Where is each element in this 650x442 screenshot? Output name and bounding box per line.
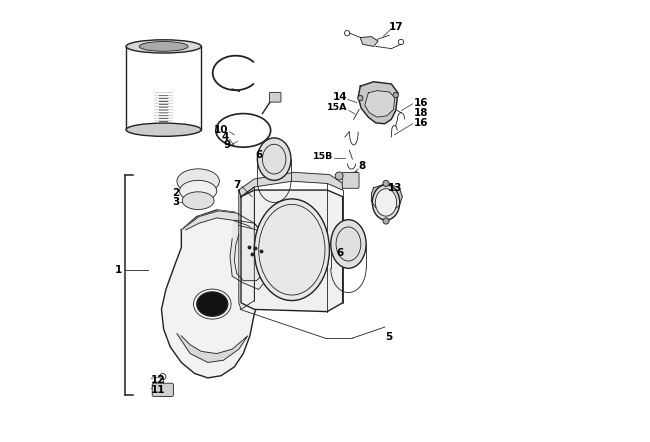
Text: 1: 1	[115, 265, 122, 274]
Text: 5: 5	[385, 332, 393, 342]
Text: 3: 3	[172, 198, 179, 207]
Circle shape	[383, 180, 389, 187]
Polygon shape	[239, 187, 254, 309]
Text: 8: 8	[358, 161, 365, 171]
Text: 16: 16	[413, 118, 428, 128]
FancyBboxPatch shape	[270, 92, 281, 102]
Ellipse shape	[182, 192, 214, 210]
Text: 6: 6	[336, 248, 344, 258]
Circle shape	[393, 92, 398, 98]
Circle shape	[358, 95, 363, 101]
Polygon shape	[177, 334, 248, 362]
Polygon shape	[360, 37, 378, 46]
Text: 7: 7	[233, 180, 241, 190]
Text: 4: 4	[221, 132, 229, 142]
Text: 10: 10	[214, 126, 229, 135]
Text: 12: 12	[151, 375, 166, 385]
Ellipse shape	[331, 220, 366, 268]
Circle shape	[383, 218, 389, 224]
Polygon shape	[241, 190, 343, 312]
Polygon shape	[181, 211, 268, 239]
Ellipse shape	[254, 199, 330, 301]
Ellipse shape	[139, 42, 188, 51]
Ellipse shape	[372, 185, 400, 220]
FancyBboxPatch shape	[343, 172, 359, 188]
Text: 16: 16	[413, 98, 428, 107]
Text: 17: 17	[389, 22, 403, 31]
Text: 13: 13	[388, 183, 403, 193]
FancyBboxPatch shape	[152, 383, 174, 396]
Polygon shape	[365, 91, 395, 117]
Text: 14: 14	[333, 92, 347, 102]
Ellipse shape	[126, 123, 202, 136]
Text: 11: 11	[151, 385, 166, 395]
Polygon shape	[239, 172, 343, 197]
Text: 2: 2	[172, 188, 179, 198]
Ellipse shape	[257, 138, 291, 180]
Ellipse shape	[197, 292, 227, 316]
Text: 15B: 15B	[313, 152, 333, 161]
Text: 18: 18	[413, 108, 428, 118]
Polygon shape	[230, 220, 272, 290]
Text: 9: 9	[224, 140, 230, 150]
Text: 6: 6	[255, 150, 262, 160]
Polygon shape	[235, 225, 270, 281]
Ellipse shape	[177, 169, 219, 194]
Ellipse shape	[126, 40, 202, 53]
Ellipse shape	[376, 189, 396, 216]
Circle shape	[335, 172, 343, 180]
Ellipse shape	[179, 180, 216, 202]
Polygon shape	[358, 82, 398, 124]
Polygon shape	[371, 183, 402, 211]
Text: 15A: 15A	[326, 103, 347, 112]
Polygon shape	[161, 210, 272, 378]
